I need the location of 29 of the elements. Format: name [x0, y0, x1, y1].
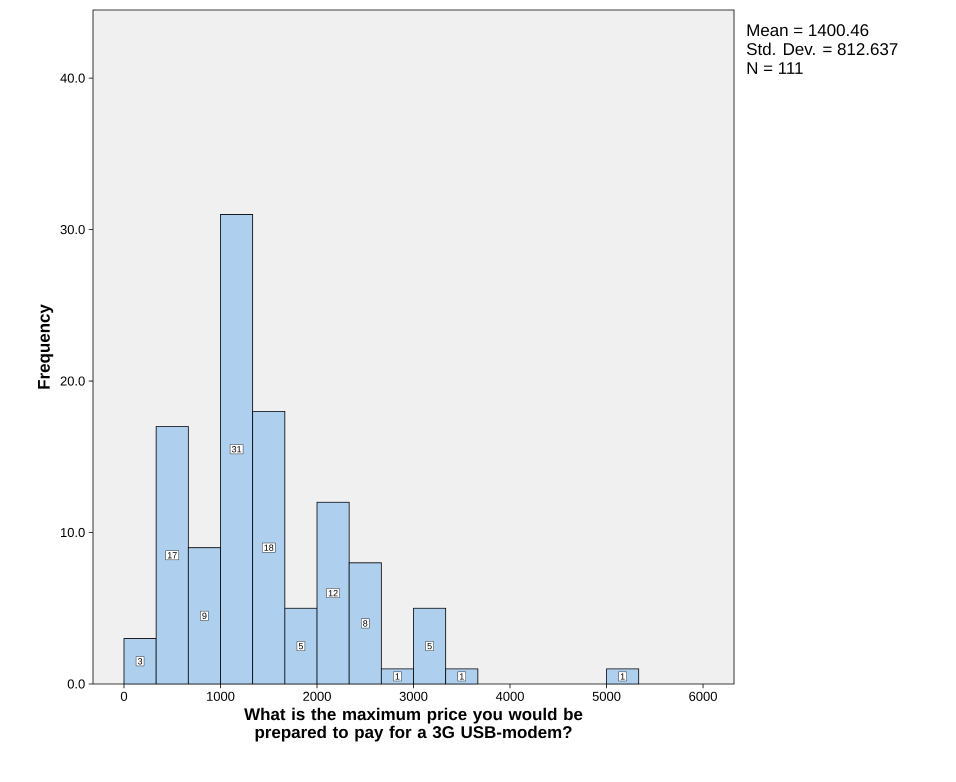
data-label: 5: [427, 642, 432, 650]
data-label: 8: [363, 620, 368, 627]
data-label: 12: [328, 590, 338, 596]
text: Mean = 1400.46: [748, 24, 868, 36]
data-label: 1: [396, 673, 400, 680]
data-label: 17: [168, 552, 177, 558]
text: Std. Dev. = 812.637: [746, 42, 898, 56]
text: N = 111: [748, 62, 803, 74]
data-label: 31: [232, 446, 242, 452]
x-tick-label: 3000: [400, 692, 428, 701]
x-tick-label: 0: [120, 692, 128, 701]
data-label: 1: [460, 673, 464, 680]
y-tick-label: 0.0: [68, 679, 85, 689]
data-label: 3: [138, 658, 142, 664]
y-axis-title: Frequency: [38, 304, 54, 389]
x-tick-label: 5000: [592, 692, 620, 701]
data-label: 5: [298, 642, 304, 650]
x-axis-title: What is the maximum price you would be prepared to pay for a 3G USB-modem?: [244, 708, 582, 742]
y-tick-label: 10.0: [61, 528, 85, 538]
data-label: 1: [620, 673, 625, 680]
x-tick-label: 2000: [303, 692, 331, 701]
y-tick-label: 20.0: [60, 376, 85, 386]
x-tick-label: 4000: [496, 692, 524, 701]
y-tick-label: 30.0: [60, 225, 85, 234]
data-label: 18: [264, 544, 274, 551]
y-tick-label: 40.0: [60, 74, 85, 83]
x-tick-label: 1000: [207, 692, 234, 701]
data-label: 9: [202, 612, 206, 620]
x-tick-label: 6000: [689, 692, 717, 701]
